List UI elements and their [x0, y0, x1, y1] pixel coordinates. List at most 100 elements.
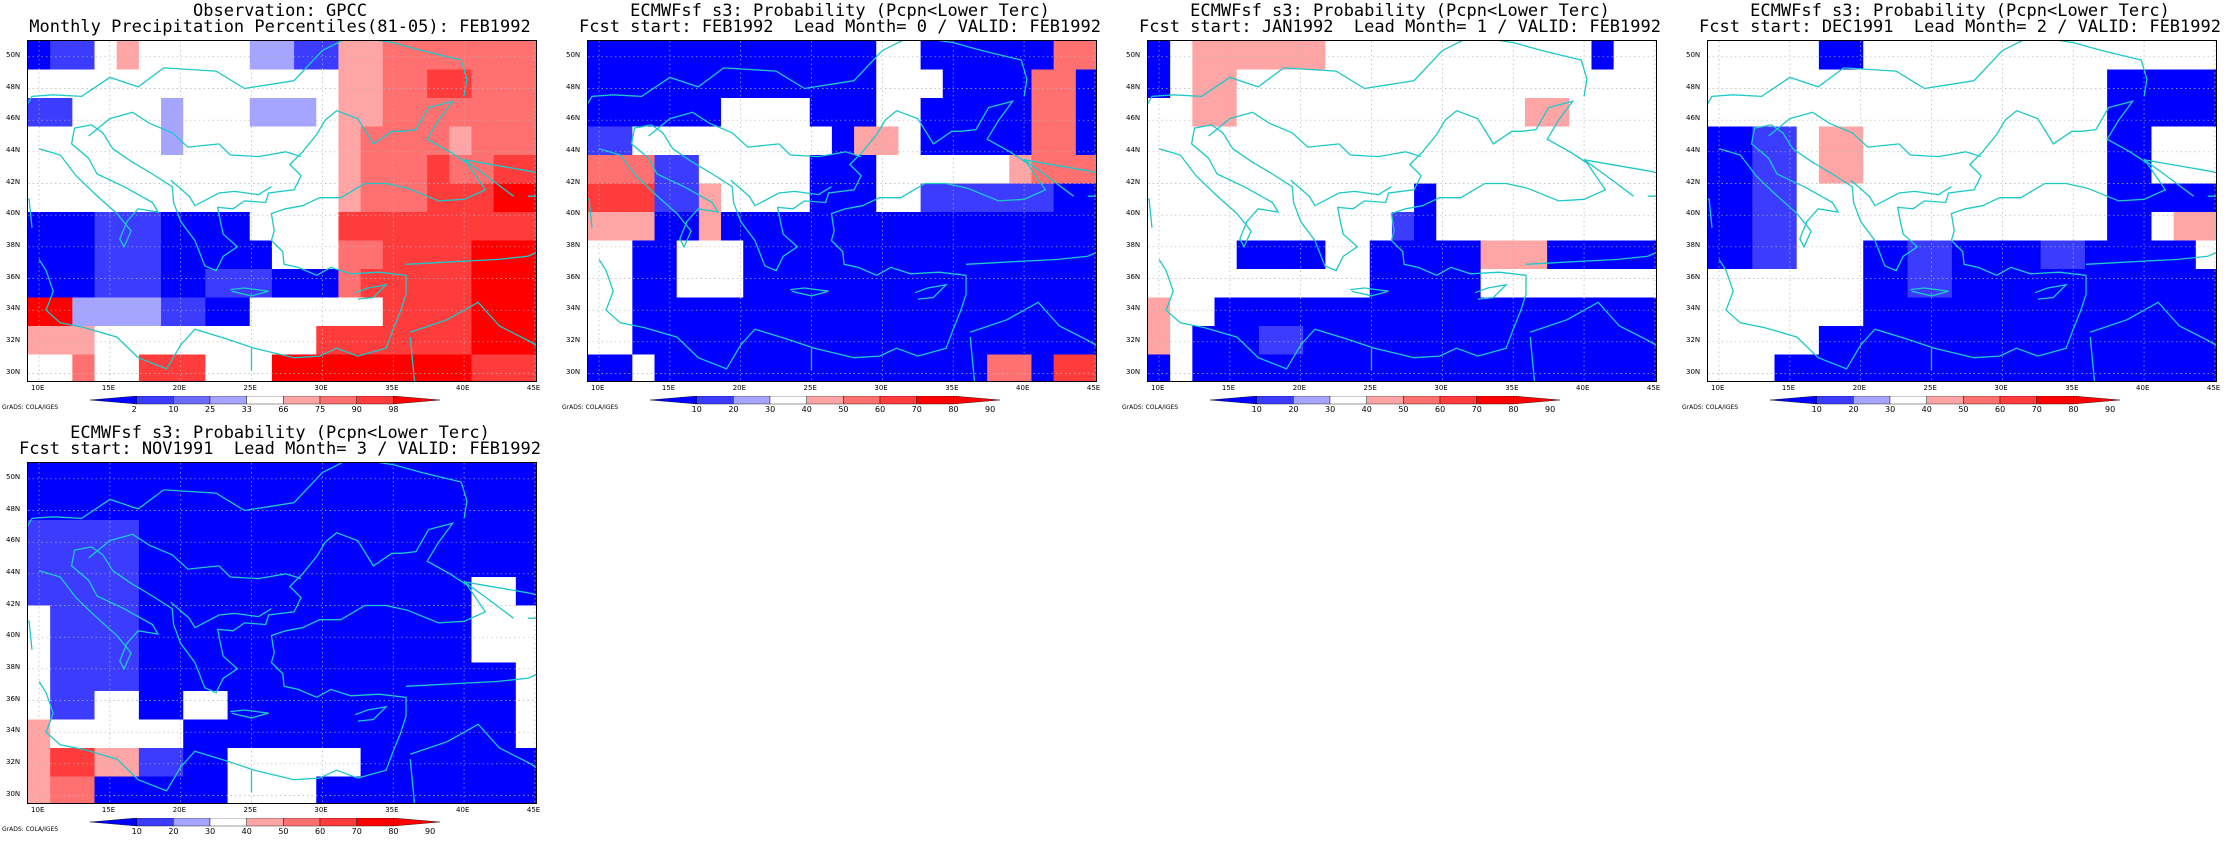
- grid-cell: [854, 326, 877, 356]
- grid-cell: [2129, 269, 2153, 299]
- grid-cell: [427, 691, 450, 721]
- grid-cell: [449, 491, 473, 521]
- grid-cell: [1031, 69, 1055, 99]
- grid-cell: [809, 240, 833, 270]
- lon-tick-label: 45E: [526, 384, 541, 392]
- grid-cell: [1841, 126, 1864, 156]
- colorbar-label: 2: [131, 405, 137, 414]
- grid-cell: [1524, 183, 1548, 213]
- grid-cell: [1635, 183, 1656, 213]
- panel-title: Observation: GPCC: [193, 1, 367, 21]
- colorbar-label: 60: [315, 827, 326, 836]
- map-canvas: [1148, 41, 1656, 381]
- grid-cell: [493, 326, 517, 356]
- grid-cell: [227, 269, 251, 299]
- grid-cell: [72, 662, 96, 692]
- grid-cell: [72, 183, 96, 213]
- grid-cell: [404, 240, 428, 270]
- coastline: [648, 111, 862, 158]
- grid-cell: [1613, 126, 1637, 156]
- colorbar-swatch: [843, 396, 881, 405]
- colorbar-swatch: [769, 396, 807, 405]
- panel-subtitle: Fcst start: DEC1991 Lead Month= 2 / VALI…: [1699, 17, 2221, 37]
- grid-cell: [920, 354, 944, 381]
- grid-cell: [765, 240, 789, 270]
- grid-cell: [294, 605, 317, 635]
- map-plot: [587, 40, 1097, 382]
- colorbar-swatch: [283, 396, 321, 405]
- grid-cell: [1502, 297, 1526, 327]
- panel-title: ECMWFsf s3: Probability (Pcpn<Lower Terc…: [1750, 1, 2170, 21]
- grid-cell: [1907, 212, 1931, 242]
- grid-cell: [1929, 69, 1953, 99]
- grid-cell: [1258, 240, 1282, 270]
- grid-cell: [161, 776, 184, 803]
- grid-cell: [1281, 269, 1304, 299]
- grid-cell: [1031, 240, 1055, 270]
- grid-cell: [94, 548, 118, 578]
- grid-cell: [493, 269, 517, 299]
- grid-cell: [183, 69, 206, 99]
- colorbar-swatch: [356, 396, 394, 405]
- grid-cell: [1863, 155, 1886, 185]
- grid-cell: [1591, 326, 1615, 356]
- grid-cell: [1053, 41, 1077, 71]
- grid-cell: [920, 98, 944, 128]
- grid-cell: [2018, 326, 2042, 356]
- grid-cell: [161, 748, 184, 778]
- panel-title: ECMWFsf s3: Probability (Pcpn<Lower Terc…: [70, 423, 490, 443]
- grid-cell: [1325, 155, 1349, 185]
- grid-cell: [1369, 354, 1393, 381]
- grid-cell: [1031, 269, 1055, 299]
- grid-cell: [1258, 183, 1282, 213]
- grid-cell: [427, 98, 450, 128]
- grid-cell: [920, 240, 944, 270]
- grid-cell: [294, 126, 317, 156]
- grid-cell: [1236, 126, 1260, 156]
- grid-cell: [632, 212, 656, 242]
- colorbar-swatch: [136, 818, 174, 827]
- grid-cell: [1258, 269, 1282, 299]
- grid-cell: [227, 240, 251, 270]
- grid-cell: [1885, 326, 1909, 356]
- grid-cell: [1391, 212, 1415, 242]
- grid-cell: [721, 240, 744, 270]
- grid-cell: [471, 748, 495, 778]
- grid-cell: [2107, 98, 2130, 128]
- lat-tick-label: 30N: [6, 367, 21, 376]
- coastline: [1583, 159, 1656, 197]
- grid-cell: [205, 520, 229, 550]
- grid-cell: [1752, 212, 1776, 242]
- lat-tick-label: 46N: [566, 114, 581, 123]
- grid-cell: [831, 69, 855, 99]
- grid-cell: [515, 605, 536, 635]
- grid-cell: [1075, 297, 1096, 327]
- grid-cell: [427, 269, 450, 299]
- grid-cell: [28, 69, 51, 99]
- grid-cell: [1414, 326, 1437, 356]
- grid-cell: [588, 326, 611, 356]
- grid-cell: [698, 126, 722, 156]
- colorbar-swatch: [879, 396, 917, 405]
- grid-cell: [227, 776, 251, 803]
- grid-cell: [205, 691, 229, 721]
- grid-cell: [2129, 240, 2153, 270]
- grid-cell: [1796, 326, 1820, 356]
- grid-cell: [1502, 155, 1526, 185]
- grid-cell: [28, 155, 51, 185]
- grid-cell: [249, 634, 273, 664]
- lon-tick-label: 15E: [661, 384, 676, 392]
- grid-cell: [294, 69, 317, 99]
- grid-cell: [1730, 41, 1753, 71]
- grid-cell: [632, 98, 656, 128]
- grid-cell: [427, 577, 450, 607]
- grid-cell: [382, 326, 406, 356]
- grid-cell: [942, 269, 966, 299]
- lat-tick-label: 34N: [6, 304, 21, 313]
- lat-tick-label: 36N: [1126, 272, 1141, 281]
- grid-cell: [1841, 240, 1864, 270]
- grid-cell: [1391, 297, 1415, 327]
- grid-cell: [183, 183, 206, 213]
- grid-cell: [1885, 240, 1909, 270]
- grid-cell: [116, 126, 140, 156]
